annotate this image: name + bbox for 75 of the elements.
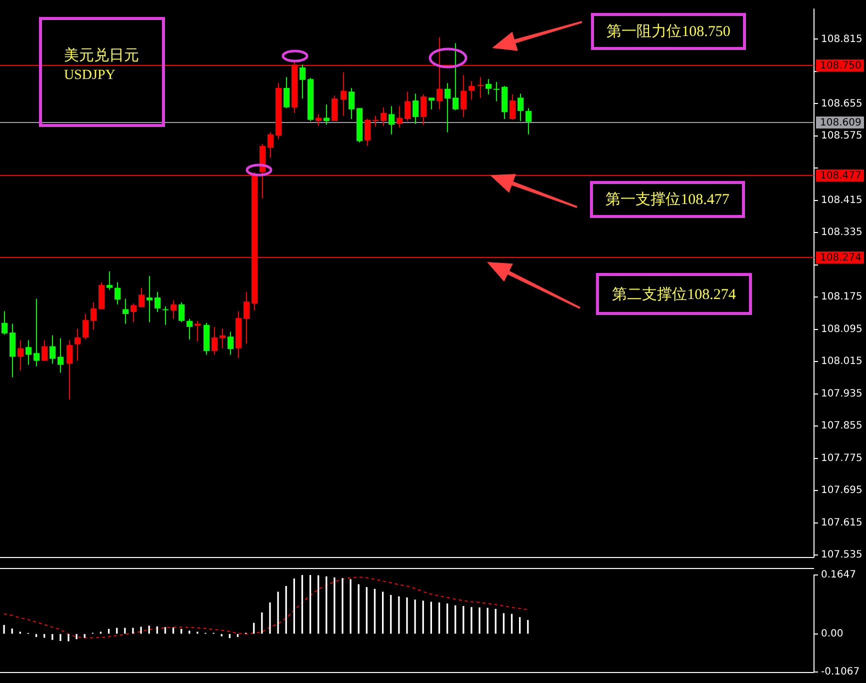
candlestick xyxy=(122,298,128,324)
candlestick xyxy=(244,291,250,344)
candlestick xyxy=(170,300,176,320)
y-tick-label: 108.095 xyxy=(821,324,862,335)
candlestick xyxy=(162,306,168,326)
candlestick xyxy=(50,334,56,364)
y-tick-label: 108.575 xyxy=(821,130,862,142)
text: 108.477 xyxy=(820,170,862,182)
candlestick xyxy=(130,303,136,323)
candlestick xyxy=(90,302,96,330)
y-tick-label: 107.615 xyxy=(821,517,862,528)
candlestick xyxy=(412,93,418,124)
candlestick xyxy=(486,78,492,95)
candlestick xyxy=(58,338,64,373)
y-tick-label: 107.695 xyxy=(821,485,862,496)
candlestick xyxy=(444,82,450,133)
y-tick-label: -0.1067 xyxy=(821,666,860,678)
candlestick xyxy=(396,106,402,128)
candlestick xyxy=(452,42,458,111)
candlestick xyxy=(42,340,48,362)
candlestick xyxy=(34,298,40,367)
candlestick xyxy=(74,328,80,362)
candlestick xyxy=(316,114,322,126)
candlestick xyxy=(212,326,218,356)
candlestick xyxy=(380,106,386,126)
y-tick-label: 107.935 xyxy=(821,388,862,400)
candlestick xyxy=(518,93,524,122)
candlestick xyxy=(300,64,306,99)
candlestick xyxy=(284,76,290,109)
y-tick-label: 107.775 xyxy=(821,452,862,464)
y-tick-label: 0.00 xyxy=(821,628,844,640)
y-tick-label: 108.655 xyxy=(821,98,862,110)
candlestick xyxy=(26,340,32,366)
y-tick-label: 108.015 xyxy=(821,356,862,368)
text: 108.609 xyxy=(820,118,862,129)
candlestick xyxy=(18,340,24,371)
candlestick xyxy=(404,91,410,122)
candlestick xyxy=(324,104,330,126)
candlestick xyxy=(510,94,516,120)
candlestick xyxy=(228,331,234,356)
candlestick xyxy=(428,97,434,110)
candlestick xyxy=(146,276,152,323)
candlestick xyxy=(340,72,346,116)
y-tick-label: 107.855 xyxy=(821,420,862,432)
candlestick xyxy=(420,94,426,126)
line-series xyxy=(4,576,528,638)
candlestick xyxy=(494,81,500,102)
candlestick xyxy=(114,282,120,305)
candlestick xyxy=(66,340,72,400)
title-frame: 美元兑日元 USDJPY xyxy=(39,17,165,127)
candlestick xyxy=(436,36,442,110)
candlestick xyxy=(106,270,112,290)
y-tick-label: 108.815 xyxy=(821,34,862,45)
candlestick xyxy=(82,314,88,340)
candlestick xyxy=(526,108,532,135)
candlestick xyxy=(364,118,370,146)
candlestick xyxy=(468,80,474,100)
candlestick xyxy=(2,310,8,336)
y-tick-label: 108.175 xyxy=(821,292,862,303)
candlestick xyxy=(194,320,200,342)
text: 108.274 xyxy=(820,252,862,264)
y-tick-label: 108.335 xyxy=(821,227,862,238)
candlestick xyxy=(388,106,394,135)
candlestick xyxy=(460,74,466,118)
candlestick xyxy=(332,95,338,122)
candlestick xyxy=(154,291,160,313)
candlestick xyxy=(178,302,184,323)
text: 108.750 xyxy=(820,60,862,72)
candlestick xyxy=(268,132,274,158)
y-tick-label: 0.1647 xyxy=(821,570,856,581)
y-tick-label: 108.415 xyxy=(821,194,862,206)
candlestick xyxy=(348,87,354,120)
y-tick-label: 107.535 xyxy=(821,550,862,561)
candlestick xyxy=(186,318,192,340)
candlestick xyxy=(138,287,144,308)
